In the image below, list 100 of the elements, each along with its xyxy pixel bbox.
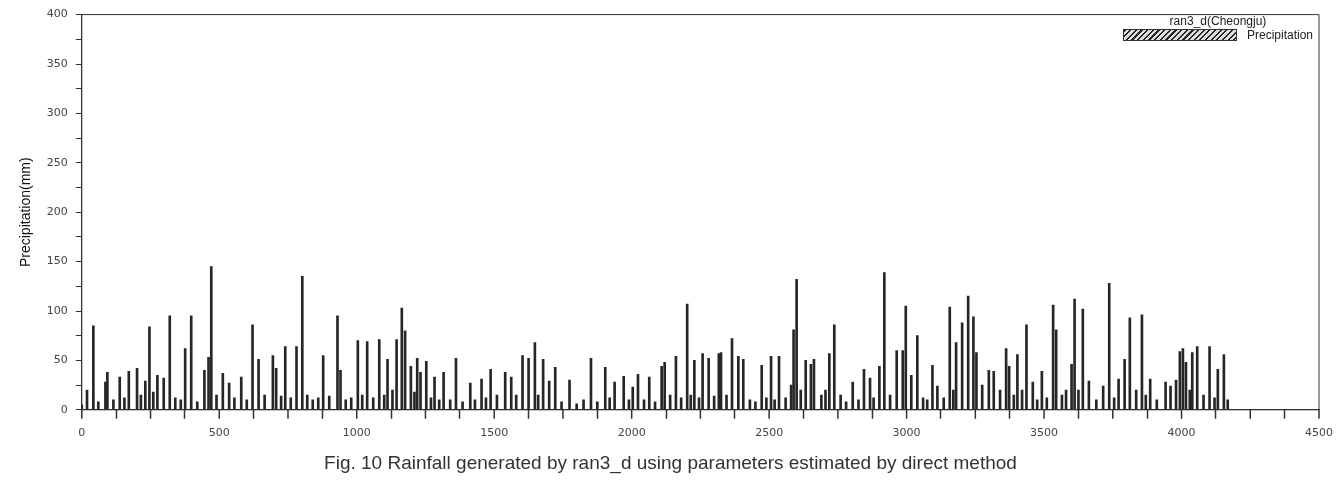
x-tick-label: 3500 [1030, 426, 1059, 440]
bar [980, 384, 984, 410]
bar [795, 279, 798, 410]
bar [647, 376, 651, 410]
bar [386, 359, 389, 410]
bar [1094, 399, 1098, 410]
bar [377, 339, 381, 410]
bar [509, 376, 513, 410]
text: Precipitation [1246, 28, 1313, 42]
y-tick-label: 100 [46, 303, 68, 317]
bar [349, 397, 353, 410]
bar [400, 307, 404, 410]
x-tick-label: 2000 [617, 426, 646, 440]
bar [966, 295, 970, 410]
y-tick-label: 50 [53, 353, 68, 367]
bar [595, 401, 599, 410]
bar [344, 399, 348, 410]
bar [173, 397, 177, 410]
bar [1073, 298, 1076, 410]
bar [321, 355, 325, 410]
bar [1035, 399, 1039, 410]
bar [148, 326, 151, 410]
bar [215, 394, 218, 410]
bar [239, 376, 243, 410]
bar [1107, 283, 1111, 410]
bar [622, 375, 626, 410]
bar [560, 401, 563, 410]
bar [1025, 324, 1028, 410]
bar [360, 394, 364, 410]
bar [909, 374, 913, 410]
bar [415, 358, 419, 410]
bar [987, 369, 991, 410]
bar [106, 371, 109, 410]
x-tick-label: 4000 [1167, 426, 1196, 440]
bar [754, 401, 757, 410]
bar [883, 272, 886, 410]
bar [839, 394, 842, 410]
y-tick-label: 250 [46, 155, 68, 169]
bar [442, 371, 445, 410]
bar [245, 399, 249, 410]
y-tick-label: 400 [46, 7, 68, 21]
bar [603, 366, 607, 410]
bar [371, 397, 375, 410]
bar [936, 385, 939, 410]
bar [295, 346, 298, 410]
bar [613, 381, 616, 410]
x-tick-label: 4500 [1305, 426, 1333, 440]
bar [118, 376, 122, 410]
bar [395, 339, 398, 410]
y-tick-label: 200 [46, 205, 68, 219]
bar [942, 397, 946, 410]
y-tick-label: 300 [46, 106, 68, 120]
bar [804, 360, 808, 410]
y-axis-title: Precipitation(mm) [17, 157, 34, 268]
bar [663, 362, 666, 410]
bar [1216, 368, 1220, 410]
bar [1202, 394, 1205, 410]
bar [156, 374, 159, 410]
bar [461, 401, 464, 410]
bar [553, 366, 557, 410]
bar [1190, 352, 1194, 410]
bar [251, 324, 254, 410]
bar [547, 380, 551, 410]
bar [582, 399, 585, 410]
bar [1164, 381, 1167, 410]
bar [189, 315, 193, 410]
bar [112, 399, 115, 410]
bar [631, 386, 635, 410]
bar [828, 353, 831, 410]
bar [92, 325, 95, 410]
bar [327, 395, 331, 410]
bar [316, 397, 320, 410]
bar [575, 403, 579, 410]
bar [1169, 385, 1172, 410]
bar [521, 355, 524, 410]
bar [289, 397, 293, 410]
bar [1123, 359, 1126, 410]
bar [851, 381, 855, 410]
bar [685, 303, 689, 410]
bar [1208, 346, 1211, 410]
y-tick-label: 150 [46, 254, 68, 268]
x-tick-label: 500 [208, 426, 230, 440]
bar [701, 353, 704, 410]
legend-title: ran3_d(Cheongju) [1168, 14, 1268, 28]
bar [168, 315, 172, 410]
bar [857, 399, 860, 410]
x-tick-label: 1000 [342, 426, 371, 440]
bar [931, 365, 934, 410]
bar [257, 359, 260, 410]
bar [660, 366, 663, 410]
bar [305, 394, 309, 410]
bar [992, 370, 996, 410]
x-tick-label: 2500 [755, 426, 784, 440]
bar [300, 276, 304, 410]
bar [480, 378, 483, 410]
bar [503, 371, 507, 410]
bar [1101, 385, 1105, 410]
bar [707, 358, 710, 410]
bar [760, 365, 764, 410]
bar [433, 376, 436, 410]
